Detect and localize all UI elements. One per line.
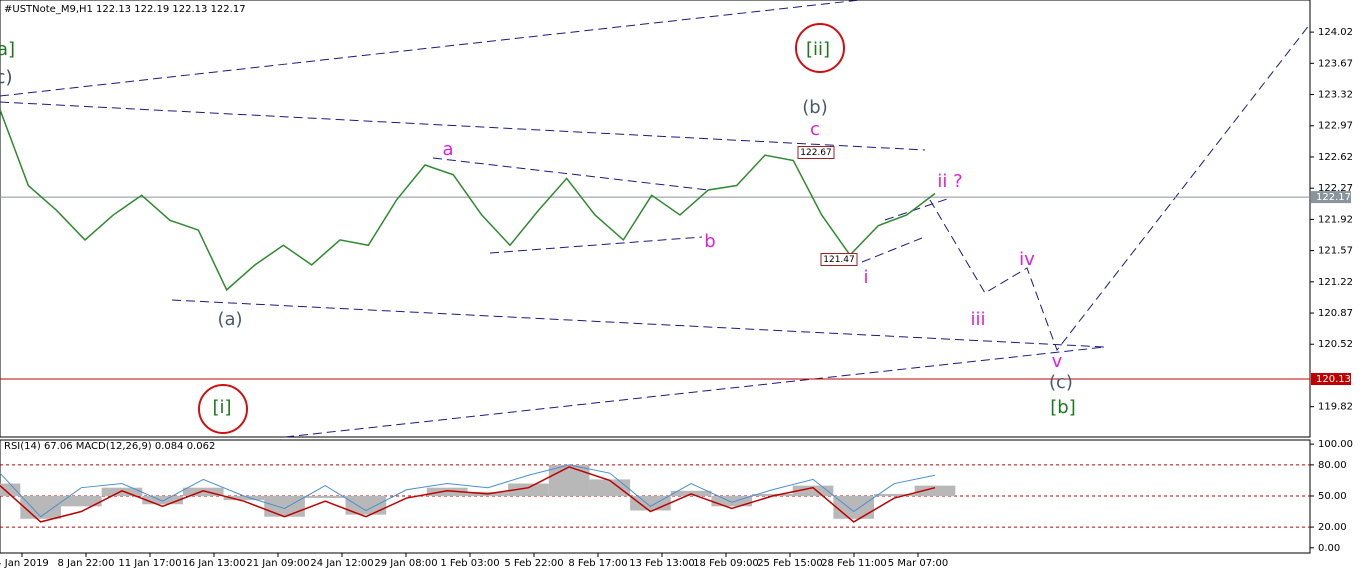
price-mark-box [820, 253, 858, 267]
wave-label: c) [0, 67, 12, 88]
y-tick-label: 122.62 [1318, 152, 1353, 163]
wave-label: [i] [212, 397, 231, 418]
y-tick-label: 120.52 [1318, 339, 1353, 350]
wave-label: (a) [217, 309, 242, 330]
histogram-bar [426, 487, 468, 496]
price-mark-box [797, 146, 835, 160]
histogram-bar [548, 464, 590, 496]
x-tick-label: 18 Feb 09:00 [693, 558, 759, 569]
histogram-bar [20, 495, 61, 519]
wave-label: ii ? [937, 171, 962, 192]
y-tick-label: 0.00 [1318, 543, 1340, 554]
x-tick-label: 13 Feb 13:00 [629, 558, 695, 569]
x-tick-label: 25 Feb 15:00 [757, 558, 823, 569]
histogram-bar [508, 483, 549, 496]
x-tick-label: 8 Jan 22:00 [58, 558, 115, 569]
y-tick-label: 121.22 [1318, 277, 1353, 288]
wave-label: iii [970, 309, 985, 330]
y-tick-label: 50.00 [1318, 491, 1347, 502]
y-tick-label: 121.92 [1318, 214, 1353, 225]
y-tick-label: 120.87 [1318, 308, 1353, 319]
y-tick-label: 122.27 [1318, 183, 1353, 194]
wave-label: (c) [1049, 372, 1073, 393]
wave-label: [ii] [806, 39, 830, 60]
histogram-bar [792, 485, 834, 496]
x-tick-label: 29 Jan 08:00 [374, 558, 437, 569]
y-tick-label: 124.02 [1318, 27, 1353, 38]
wave-label: i [863, 267, 868, 288]
histogram-bar [304, 495, 346, 499]
y-tick-label: 123.32 [1318, 90, 1353, 101]
histogram-bar [914, 485, 956, 496]
histogram-bar [142, 495, 183, 505]
x-tick-label: 5 Mar 07:00 [888, 558, 948, 569]
histogram-bar [223, 495, 265, 501]
x-tick-label: 16 Jan 13:00 [182, 558, 245, 569]
histogram-bar [833, 495, 875, 519]
price-panel [0, 0, 1311, 438]
histogram-bar [182, 487, 224, 496]
histogram-bar [264, 495, 305, 517]
indicator-line [0, 464, 936, 518]
y-tick-label: 20.00 [1318, 522, 1347, 533]
y-tick-label: 119.82 [1318, 402, 1353, 413]
wave-label: v [1052, 351, 1063, 372]
y-tick-label: 100.00 [1318, 439, 1353, 450]
histogram-bar [0, 483, 21, 496]
price-label-bg [1311, 191, 1351, 204]
price-mark-label: 122.67 [800, 148, 832, 158]
wave-label: a [442, 139, 453, 160]
histogram-bar [752, 493, 793, 496]
histogram-bar [711, 495, 753, 507]
x-tick-label: 21 Jan 09:00 [246, 558, 309, 569]
trendlines [0, 0, 1311, 438]
x-tick-label: 11 Jan 17:00 [118, 558, 181, 569]
wave-label: c [810, 119, 820, 140]
histogram-bar [589, 479, 631, 496]
indicator-title: RSI(14) 67.06 MACD(12,26,9) 0.084 0.062 [4, 441, 215, 452]
wave-label: b [704, 231, 715, 252]
price-label: 120.13 [1316, 374, 1351, 385]
x-tick-label: 24 Jan 12:00 [310, 558, 373, 569]
price-label: 122.17 [1316, 192, 1351, 203]
histogram-bar [345, 495, 387, 515]
histogram-bar [101, 487, 143, 496]
histogram-bar [874, 493, 915, 496]
price-label-bg [1311, 373, 1351, 386]
wave-label: a] [0, 39, 15, 60]
price-line-series [0, 109, 936, 292]
histogram-bar [60, 495, 102, 507]
y-tick-label: 80.00 [1318, 460, 1347, 471]
y-tick-label: 121.57 [1318, 246, 1353, 257]
x-tick-label: 4 Jan 2019 [0, 558, 49, 569]
x-tick-label: 8 Feb 17:00 [568, 558, 627, 569]
price-mark-label: 121.47 [823, 255, 855, 265]
x-tick-label: 1 Feb 03:00 [440, 558, 499, 569]
wave-label: (b) [802, 97, 827, 118]
chart-title: #USTNote_M9,H1 122.13 122.19 122.13 122.… [4, 4, 246, 15]
x-tick-label: 28 Feb 11:00 [821, 558, 887, 569]
x-tick-label: 5 Feb 22:00 [504, 558, 563, 569]
wave-label: iv [1019, 249, 1035, 270]
y-tick-label: 123.67 [1318, 58, 1353, 69]
y-tick-label: 122.97 [1318, 121, 1353, 132]
indicator-line [0, 466, 936, 523]
wave-label: [b] [1050, 397, 1075, 418]
